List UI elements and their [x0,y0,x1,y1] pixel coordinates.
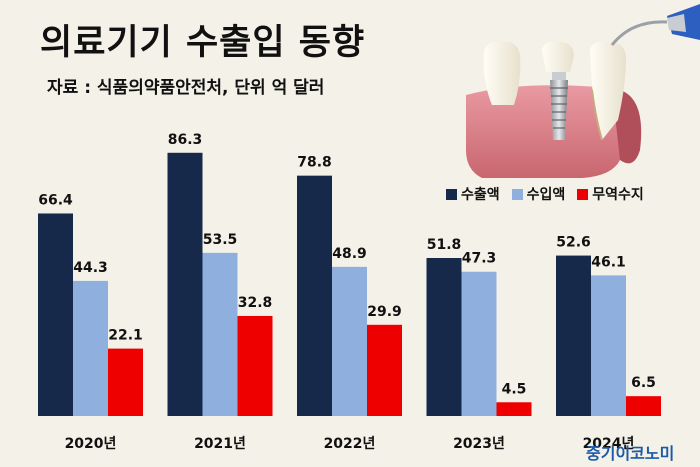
data-label-balance-1: 32.8 [238,295,273,311]
legend-swatch-import [511,188,523,200]
bar-export-0 [38,213,73,416]
bar-import-4 [591,275,626,416]
legend-swatch-export [446,188,457,200]
data-label-import-4: 46.1 [591,254,626,270]
data-label-export-2: 78.8 [297,155,332,171]
legend-swatch-balance [577,188,589,200]
bar-balance-0 [108,348,143,416]
legend-label-import: 수입액 [526,187,566,203]
x-tick-label-1: 2021년 [194,436,246,452]
legend-label-balance: 무역수지 [592,187,644,203]
data-label-balance-2: 29.9 [367,304,402,320]
data-label-balance-4: 6.5 [631,375,656,391]
bar-import-0 [73,280,108,416]
data-label-import-2: 48.9 [332,246,367,262]
legend-item-export: 수출액 [446,184,500,204]
legend-item-balance: 무역수지 [577,184,644,204]
data-label-balance-0: 22.1 [108,328,143,344]
data-label-import-1: 53.5 [203,232,238,248]
data-label-export-1: 86.3 [168,132,203,148]
bar-export-2 [297,175,332,416]
bar-balance-2 [367,324,402,416]
bar-balance-4 [626,396,661,416]
data-label-balance-3: 4.5 [502,381,527,397]
x-tick-label-3: 2023년 [453,436,505,452]
dental-implant-illustration [462,0,700,180]
bar-export-4 [556,255,591,416]
data-label-import-3: 47.3 [462,251,497,267]
watermark-logo: 중기이코노미 [586,444,675,463]
bar-export-3 [426,258,462,416]
x-tick-label-4: 2024년 [583,436,635,452]
legend-label-export: 수출액 [461,187,500,203]
bar-import-1 [202,252,238,416]
x-tick-label-0: 2020년 [65,436,117,452]
data-label-export-4: 52.6 [556,235,591,251]
data-label-export-3: 51.8 [427,237,462,253]
chart-legend: 수출액 수입액 무역수지 [446,184,644,204]
data-label-export-0: 66.4 [38,192,73,208]
legend-item-import: 수입액 [511,184,566,204]
source-note: 자료 : 식품의약품안전처, 단위 억 달러 [47,78,325,98]
bar-import-2 [332,266,367,416]
bar-balance-1 [237,315,273,416]
page-title: 의료기기 수출입 동향 [40,23,366,63]
bar-export-1 [167,152,203,416]
bar-import-3 [461,271,497,416]
bar-balance-3 [496,402,532,416]
data-label-import-0: 44.3 [73,260,108,276]
x-tick-label-2: 2022년 [324,436,376,452]
